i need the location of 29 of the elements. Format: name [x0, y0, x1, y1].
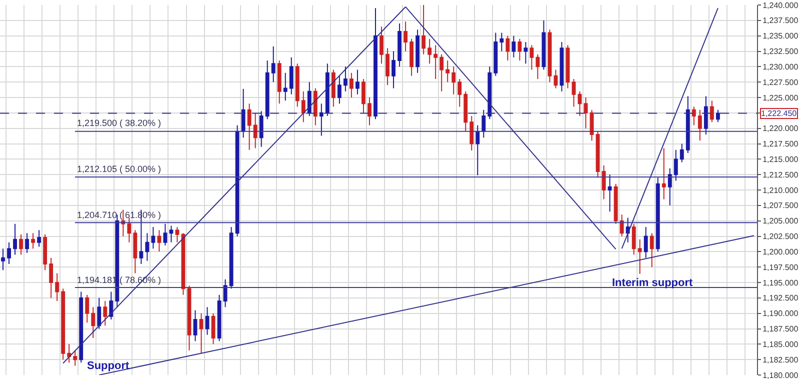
y-tick-label: 1,200.000: [762, 247, 799, 256]
y-tick-label: 1,230.000: [762, 62, 799, 72]
y-tick-label: 1,237.500: [762, 16, 799, 26]
y-tick-label: 1,197.500: [762, 262, 799, 272]
y-tick-label: 1,240.000: [762, 0, 799, 10]
ref-line-label: 1,212.105 ( 50.00% ): [77, 164, 162, 174]
ref-line-label: 1,219.500 ( 38.20% ): [77, 118, 162, 128]
annotation: Support: [87, 360, 130, 372]
y-tick-label: 1,205.000: [762, 216, 799, 226]
y-tick-label: 1,220.000: [762, 124, 799, 134]
y-tick-label: 1,225.000: [762, 93, 799, 102]
y-tick-label: 1,232.500: [762, 47, 799, 56]
y-tick-label: 1,192.500: [762, 294, 799, 303]
y-tick-label: 1,190.000: [762, 309, 799, 318]
y-tick-label: 1,195.000: [762, 278, 799, 288]
y-tick-label: 1,217.500: [762, 140, 799, 149]
y-tick-label: 1,215.000: [762, 154, 799, 164]
y-tick-label: 1,227.500: [762, 78, 799, 87]
y-tick-label: 1,202.500: [762, 232, 799, 242]
y-tick-label: 1,180.000: [762, 370, 799, 380]
y-tick-label: 1,207.500: [762, 201, 799, 210]
y-tick-label: 1,235.000: [762, 32, 799, 41]
y-tick-label: 1,182.500: [762, 355, 799, 364]
y-tick-label: 1,210.000: [762, 186, 799, 195]
y-tick-label: 1,212.500: [762, 170, 799, 180]
annotation: Interim support: [612, 277, 694, 289]
y-tick-label: 1,185.000: [762, 340, 799, 349]
y-tick-label: 1,187.500: [762, 324, 799, 334]
ref-line-label: 1,222.450: [761, 109, 798, 118]
